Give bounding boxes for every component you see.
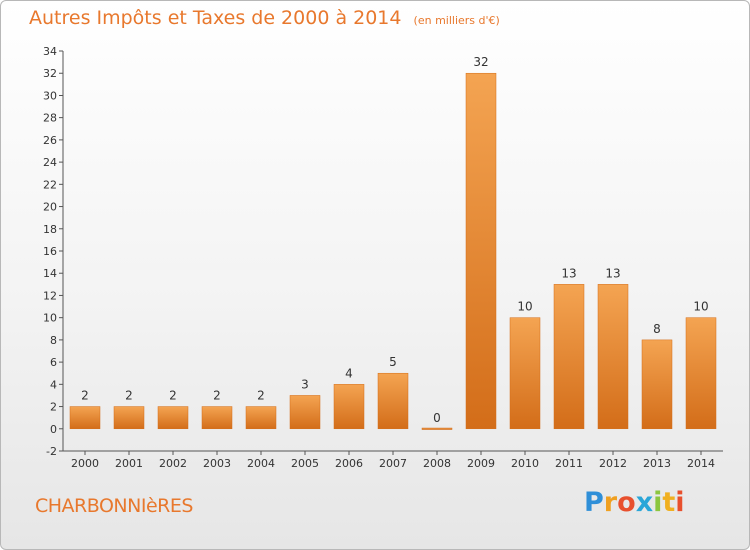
y-tick-label: 4 — [50, 378, 57, 391]
brand-letter: i — [653, 487, 663, 518]
bar-2005 — [289, 395, 321, 430]
y-tick-label: 16 — [43, 245, 57, 258]
x-tick-label-2012: 2012 — [599, 457, 627, 470]
value-label-2006: 4 — [345, 366, 353, 380]
value-label-2005: 3 — [301, 377, 309, 391]
bar-2004 — [245, 406, 277, 430]
place-name: CHARBONNIèRES — [35, 495, 193, 517]
y-tick-label: 12 — [43, 289, 57, 302]
y-tick-label: -2 — [46, 445, 57, 458]
brand-letter: P — [584, 487, 604, 518]
y-tick-label: 8 — [50, 334, 57, 347]
value-label-2014: 10 — [693, 300, 708, 314]
value-label-2004: 2 — [257, 389, 265, 403]
value-label-2000: 2 — [81, 389, 89, 403]
x-tick-label-2002: 2002 — [159, 457, 187, 470]
value-label-2002: 2 — [169, 389, 177, 403]
value-label-2010: 10 — [517, 300, 532, 314]
x-tick-label-2005: 2005 — [291, 457, 319, 470]
x-tick-label-2004: 2004 — [247, 457, 275, 470]
value-label-2011: 13 — [561, 266, 576, 280]
brand-letter: o — [617, 487, 636, 518]
value-label-2009: 32 — [473, 55, 488, 69]
value-label-2003: 2 — [213, 389, 221, 403]
chart-title: Autres Impôts et Taxes de 2000 à 2014 (e… — [29, 7, 500, 29]
bar-2011 — [553, 284, 585, 430]
brand-logo: Proxiti — [584, 487, 685, 518]
x-tick-label-2001: 2001 — [115, 457, 143, 470]
bar-2014 — [685, 317, 717, 430]
brand-letter: i — [675, 487, 685, 518]
chart-title-text: Autres Impôts et Taxes de 2000 à 2014 — [29, 7, 402, 29]
bar-2001 — [113, 406, 145, 430]
x-tick-label-2013: 2013 — [643, 457, 671, 470]
bar-2002 — [157, 406, 189, 430]
y-tick-label: 10 — [43, 312, 57, 325]
x-tick-label-2006: 2006 — [335, 457, 363, 470]
x-tick-label-2009: 2009 — [467, 457, 495, 470]
y-tick-label: 14 — [43, 267, 57, 280]
brand-letter: x — [635, 487, 654, 518]
y-tick-label: 22 — [43, 178, 57, 191]
bar-2007 — [377, 372, 409, 430]
bar-2003 — [201, 406, 233, 430]
y-tick-label: 2 — [50, 401, 57, 414]
y-tick-label: 0 — [50, 423, 57, 436]
y-tick-label: 20 — [43, 201, 57, 214]
brand-letter: t — [662, 487, 676, 518]
y-tick-label: 28 — [43, 112, 57, 125]
value-label-2007: 5 — [389, 355, 397, 369]
value-label-2001: 2 — [125, 389, 133, 403]
x-tick-label-2014: 2014 — [687, 457, 715, 470]
bar-2009 — [465, 72, 497, 430]
bar-2006 — [333, 384, 365, 430]
x-tick-label-2008: 2008 — [423, 457, 451, 470]
y-tick-label: 30 — [43, 89, 57, 102]
brand-letter: r — [603, 487, 618, 518]
bar-2012 — [597, 284, 629, 430]
y-tick-label: 18 — [43, 223, 57, 236]
x-tick-label-2000: 2000 — [71, 457, 99, 470]
bar-2010 — [509, 317, 541, 430]
x-tick-label-2007: 2007 — [379, 457, 407, 470]
bar-2013 — [641, 339, 673, 430]
y-tick-label: 26 — [43, 134, 57, 147]
x-tick-label-2010: 2010 — [511, 457, 539, 470]
value-label-2013: 8 — [653, 322, 661, 336]
y-tick-label: 6 — [50, 356, 57, 369]
value-label-2012: 13 — [605, 266, 620, 280]
x-tick-label-2011: 2011 — [555, 457, 583, 470]
bar-2008 — [421, 427, 453, 430]
bar-2000 — [69, 406, 101, 430]
x-tick-label-2003: 2003 — [203, 457, 231, 470]
y-tick-label: 32 — [43, 67, 57, 80]
value-label-2008: 0 — [433, 411, 441, 425]
y-tick-label: 24 — [43, 156, 57, 169]
y-tick-label: 34 — [43, 45, 57, 58]
chart-subtitle: (en milliers d'€) — [413, 14, 500, 27]
